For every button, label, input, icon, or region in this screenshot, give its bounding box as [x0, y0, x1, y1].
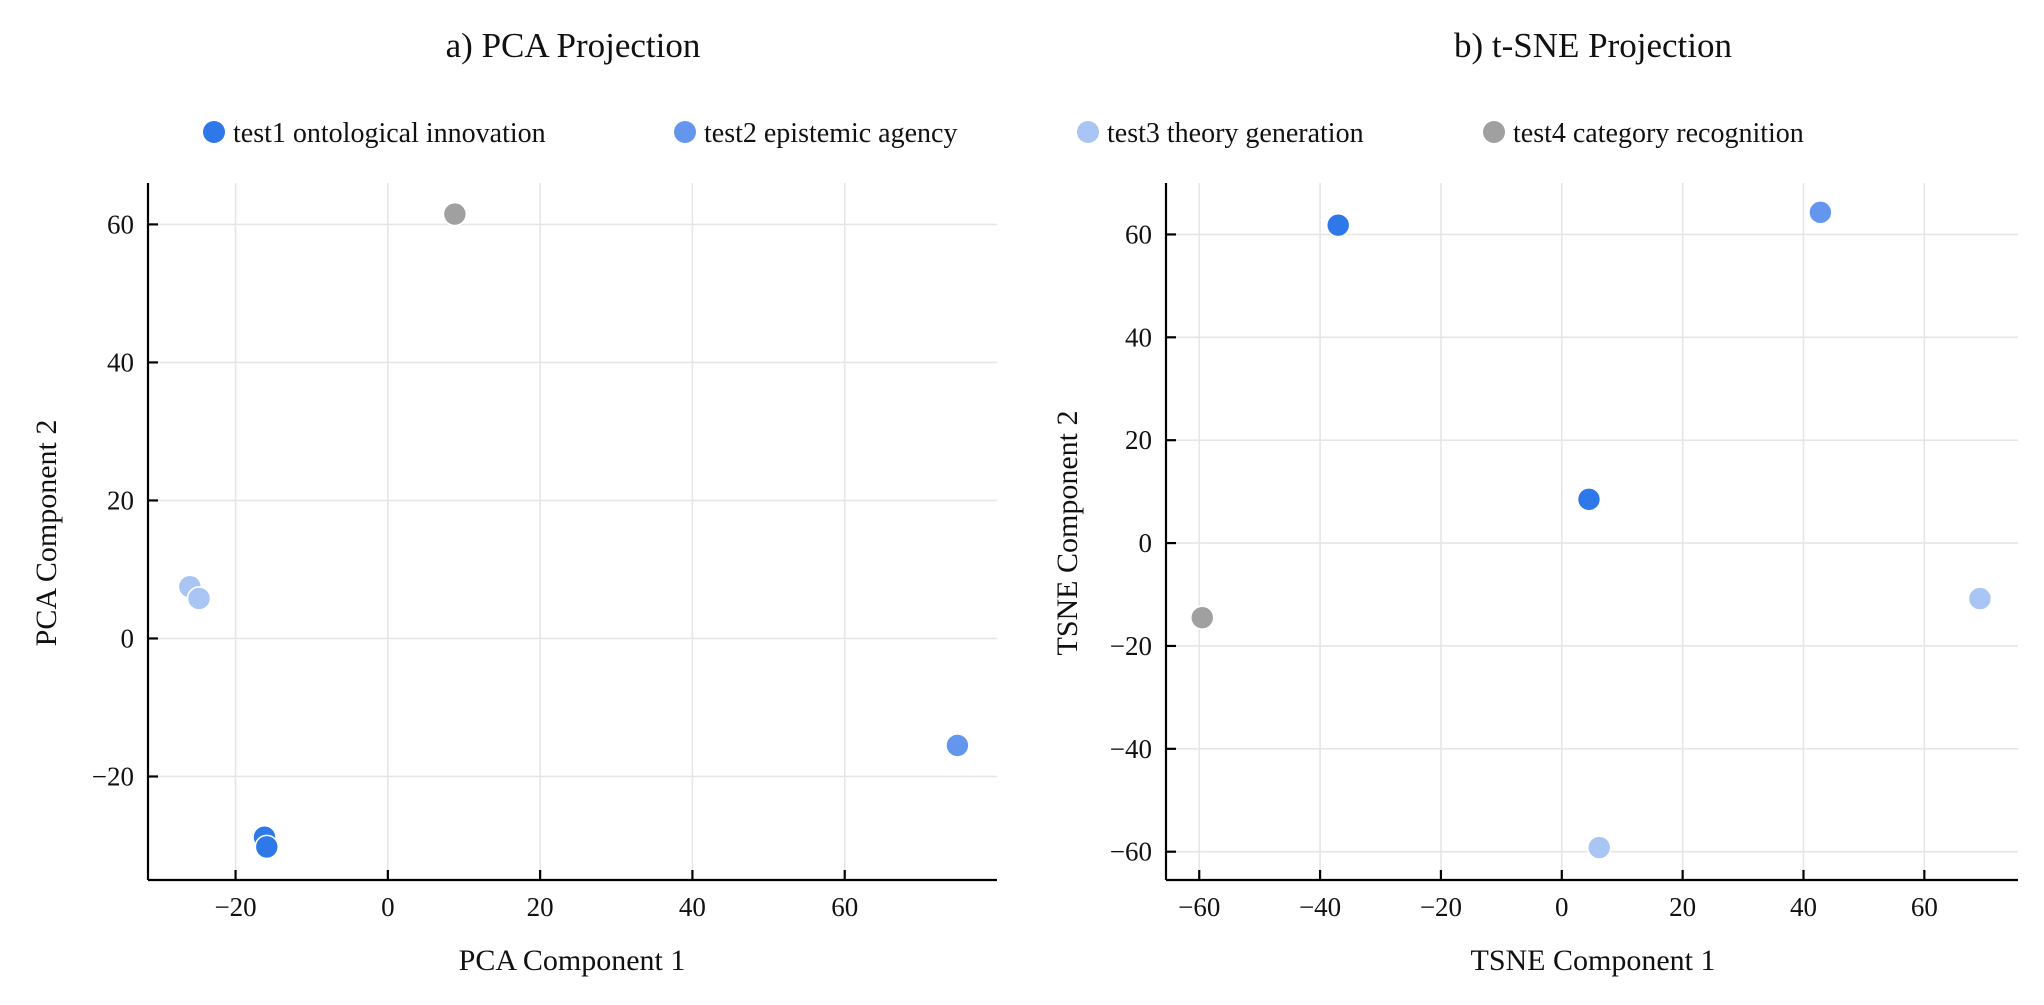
legend-marker-test4 [1483, 121, 1505, 143]
panel-b-grid [1166, 183, 2018, 880]
panel-b-ylabel: TSNE Component 2 [1051, 411, 1084, 656]
y-tick-label: 60 [107, 209, 134, 239]
x-tick-label: 40 [1790, 892, 1817, 922]
y-tick-label: 40 [107, 347, 134, 377]
y-tick-label: 20 [1125, 425, 1152, 455]
y-tick-label: −60 [1110, 837, 1152, 867]
y-tick-label: 20 [107, 485, 134, 515]
panel-a-ylabel: PCA Component 2 [30, 420, 63, 647]
legend-marker-test2 [674, 121, 696, 143]
data-point-test3 [186, 586, 212, 611]
panel-a-xlabel: PCA Component 1 [459, 944, 686, 977]
legend-item-test4: test4 category recognition [1483, 118, 1804, 149]
panel-a-grid [148, 183, 997, 880]
x-tick-label: 60 [831, 892, 858, 922]
panel-b-title: b) t-SNE Projection [1454, 26, 1732, 65]
x-tick-label: −40 [1299, 892, 1341, 922]
data-point-test2 [1808, 200, 1833, 225]
x-tick-label: 0 [381, 892, 395, 922]
panel-a-pca: −20 0 20 40 60 −20 0 20 40 60 PCA Component 1 PCA… [30, 183, 997, 977]
x-tick-label: 40 [679, 892, 706, 922]
legend-label-test3: test3 theory generation [1107, 118, 1364, 149]
x-tick-label: 60 [1911, 892, 1938, 922]
y-tick-label: 40 [1125, 322, 1152, 352]
data-point-test4 [1189, 605, 1215, 630]
panel-b-ticks: −60 −40 −20 0 20 40 60 −60 −40 −20 0 20 40 60 [1110, 219, 1938, 922]
data-point-test2 [945, 733, 970, 758]
panel-a-title: a) PCA Projection [446, 26, 701, 65]
panel-b-xlabel: TSNE Component 1 [1471, 944, 1716, 977]
y-tick-label: 0 [121, 623, 135, 653]
data-point-test1 [254, 834, 280, 860]
x-tick-label: −20 [214, 892, 256, 922]
data-point-test1 [1576, 487, 1602, 512]
x-tick-label: −60 [1178, 892, 1220, 922]
y-tick-label: −40 [1110, 734, 1152, 764]
data-point-test1 [1325, 212, 1351, 238]
y-tick-label: 60 [1125, 219, 1152, 249]
legend-item-test2: test2 epistemic agency [674, 118, 957, 149]
legend-label-test4: test4 category recognition [1513, 118, 1804, 149]
legend-label-test1: test1 ontological innovation [233, 118, 546, 149]
x-tick-label: 0 [1555, 892, 1569, 922]
data-point-test3 [1967, 586, 1993, 611]
y-tick-label: −20 [92, 761, 134, 791]
y-tick-label: −20 [1110, 631, 1152, 661]
panel-b-points [1189, 200, 1993, 860]
legend-marker-test1 [203, 121, 225, 143]
legend: test1 ontological innovation test2 epist… [203, 118, 1804, 149]
panel-b-axes [1164, 183, 2018, 882]
x-tick-label: 20 [1669, 892, 1696, 922]
panel-a-points [177, 201, 970, 860]
legend-item-test3: test3 theory generation [1077, 118, 1364, 149]
x-tick-label: −20 [1420, 892, 1462, 922]
data-point-test3 [1586, 835, 1612, 860]
legend-marker-test3 [1077, 121, 1099, 143]
panel-b-tsne: −60 −40 −20 0 20 40 60 −60 −40 −20 0 20 40 60 TSNE Co… [1051, 183, 2018, 977]
legend-item-test1: test1 ontological innovation [203, 118, 546, 149]
x-tick-label: 20 [527, 892, 554, 922]
panel-a-ticks: −20 0 20 40 60 −20 0 20 40 60 [92, 209, 858, 922]
data-point-test4 [442, 201, 468, 227]
panel-a-axes [146, 183, 997, 882]
y-tick-label: 0 [1139, 528, 1153, 558]
legend-label-test2: test2 epistemic agency [704, 118, 957, 149]
